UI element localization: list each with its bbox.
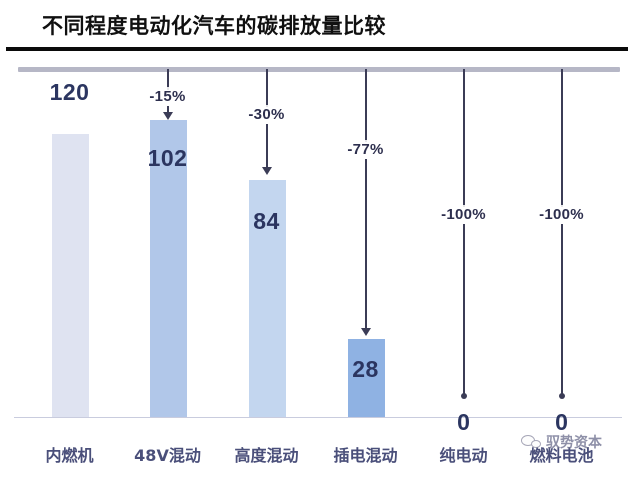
annotation-line-2 xyxy=(265,69,268,107)
annotation-arrow-1 xyxy=(162,112,173,120)
annotation-arrow-2 xyxy=(261,167,272,175)
bar-2[interactable] xyxy=(248,180,286,417)
annotation-arrow-3 xyxy=(360,328,371,336)
bar-value-4: 0 xyxy=(457,409,470,435)
category-label-2: 高度混动 xyxy=(234,446,299,465)
annotation-line-2b xyxy=(265,124,268,172)
wechat-icon xyxy=(521,434,543,451)
annotation-line-4 xyxy=(462,69,465,207)
bar-column-2[interactable]: -30% 84 高度混动 xyxy=(218,56,315,478)
bar-column-4[interactable]: -100% 0 纯电动 xyxy=(415,56,512,478)
annotation-line-5b xyxy=(560,224,563,396)
annotation-line-4b xyxy=(462,224,465,396)
bar-column-1[interactable]: -15% 102 48V混动 xyxy=(119,56,216,478)
chart-panel: 120 内燃机 -15% 102 48V混动 -30% 84 xyxy=(0,56,634,478)
annotation-dot-5 xyxy=(558,393,565,399)
bar-value-0: 120 xyxy=(49,79,90,105)
watermark: 驭势资本 xyxy=(521,432,602,452)
title-block: 不同程度电动化汽车的碳排放量比较 xyxy=(0,0,634,52)
annotation-label-5: -100% xyxy=(535,205,588,224)
bar-3[interactable] xyxy=(347,339,385,417)
annotation-dot-4 xyxy=(460,393,467,399)
bar-column-5[interactable]: -100% 0 燃料电池 xyxy=(513,56,610,478)
bar-value-5: 0 xyxy=(555,409,568,435)
bar-value-2: 84 xyxy=(253,208,280,234)
category-label-0: 内燃机 xyxy=(45,446,94,465)
annotation-line-3b xyxy=(364,159,367,334)
annotation-line-1 xyxy=(166,69,169,90)
plot-area: 120 内燃机 -15% 102 48V混动 -30% 84 xyxy=(0,56,634,478)
annotation-line-5 xyxy=(560,69,563,207)
annotation-label-2: -30% xyxy=(244,105,289,124)
category-label-4: 纯电动 xyxy=(439,446,488,465)
x-axis-line xyxy=(14,417,622,418)
bar-0[interactable] xyxy=(51,134,89,417)
bar-value-3: 28 xyxy=(352,356,379,382)
title-divider xyxy=(6,47,628,51)
bar-column-3[interactable]: -77% 28 插电混动 xyxy=(317,56,414,478)
page-title: 不同程度电动化汽车的碳排放量比较 xyxy=(42,14,386,38)
annotation-label-4: -100% xyxy=(437,205,490,224)
bar-value-1: 102 xyxy=(147,145,188,171)
watermark-text: 驭势资本 xyxy=(546,435,602,451)
category-label-5: 燃料电池 xyxy=(529,446,594,465)
reference-line xyxy=(18,67,620,72)
category-label-1: 48V混动 xyxy=(134,446,201,465)
annotation-label-3: -77% xyxy=(343,140,388,159)
annotation-line-3 xyxy=(364,69,367,142)
bar-column-0[interactable]: 120 内燃机 xyxy=(21,56,118,478)
annotation-label-1: -15% xyxy=(145,87,190,106)
category-label-3: 插电混动 xyxy=(333,446,398,465)
bar-1[interactable] xyxy=(149,120,187,417)
annotation-line-1b xyxy=(166,106,169,117)
